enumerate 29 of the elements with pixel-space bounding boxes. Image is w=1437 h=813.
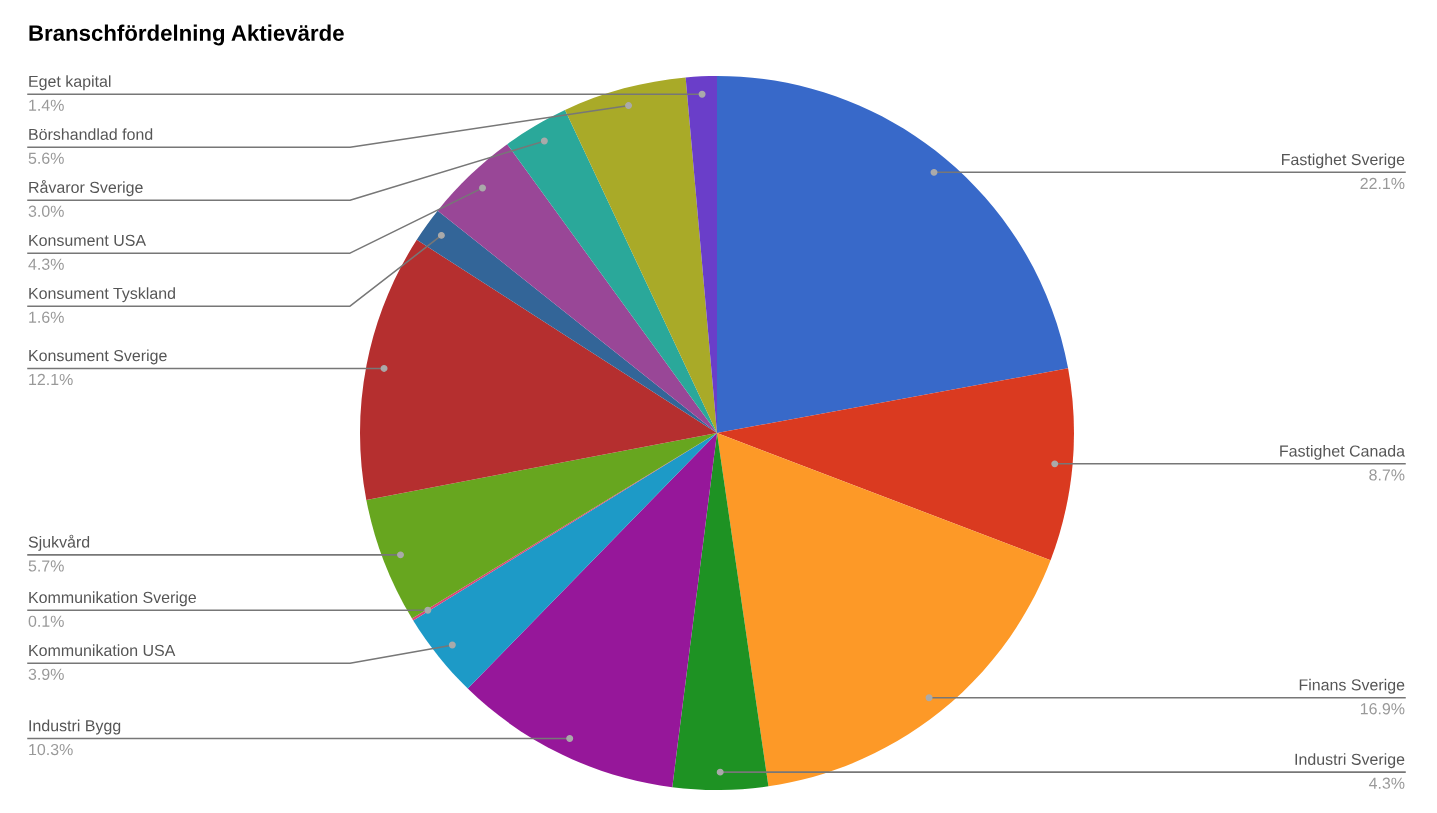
- data-label: 4.3%: [28, 258, 64, 270]
- data-label: 22.1%: [1360, 177, 1405, 190]
- chart-title: Branschfördelning Aktievärde: [29, 24, 344, 46]
- slice-label: Konsument Tyskland: [29, 287, 175, 303]
- slice-label: Eget kapital: [29, 75, 111, 91]
- slice-label: Fastighet Sverige: [1282, 153, 1405, 169]
- data-label: 0.1%: [28, 615, 64, 627]
- slice-label: Konsument Sverige: [29, 349, 167, 365]
- data-label: 5.6%: [28, 152, 64, 164]
- slice-label: Industri Sverige: [1295, 753, 1405, 769]
- slice-label: Konsument USA: [29, 234, 147, 247]
- slice-label: Kommunikation USA: [29, 644, 176, 657]
- data-label: 5.7%: [28, 560, 64, 572]
- slice-label: Finans Sverige: [1299, 678, 1405, 694]
- data-label: 1.4%: [29, 99, 64, 111]
- data-label: 16.9%: [1360, 703, 1405, 715]
- slice-label: Börshandlad fond: [29, 128, 153, 141]
- data-label: 12.1%: [29, 373, 73, 386]
- slice-label: Råvaror Sverige: [29, 179, 143, 197]
- slice-label: Kommunikation Sverige: [29, 591, 196, 607]
- data-label: 3.9%: [28, 668, 64, 680]
- slice-label: Sjukvård: [28, 534, 90, 551]
- data-label: 8.7%: [1369, 469, 1405, 481]
- data-label: 10.3%: [29, 743, 73, 756]
- slice-label: Fastighet Canada: [1280, 444, 1406, 460]
- slice-label: Industri Bygg: [29, 719, 121, 735]
- data-label: 4.3%: [1368, 777, 1405, 789]
- data-label: 1.6%: [29, 311, 64, 323]
- data-label: 3.0%: [28, 205, 64, 217]
